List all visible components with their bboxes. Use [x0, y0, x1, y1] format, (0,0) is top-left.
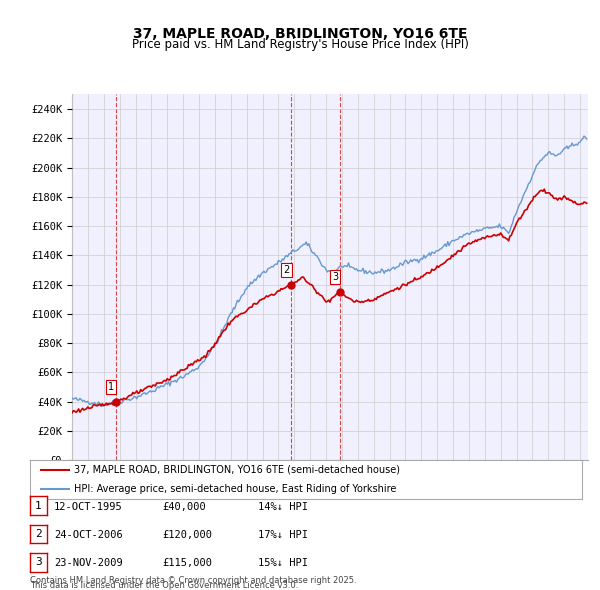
- Text: £115,000: £115,000: [162, 559, 212, 568]
- Text: 23-NOV-2009: 23-NOV-2009: [54, 559, 123, 568]
- Text: 17%↓ HPI: 17%↓ HPI: [258, 530, 308, 540]
- Text: 2: 2: [283, 265, 290, 275]
- Text: 12-OCT-1995: 12-OCT-1995: [54, 502, 123, 512]
- Text: 37, MAPLE ROAD, BRIDLINGTON, YO16 6TE: 37, MAPLE ROAD, BRIDLINGTON, YO16 6TE: [133, 27, 467, 41]
- Text: 2: 2: [35, 529, 42, 539]
- Text: 1: 1: [109, 382, 115, 392]
- Text: 3: 3: [35, 558, 42, 567]
- Text: Contains HM Land Registry data © Crown copyright and database right 2025.: Contains HM Land Registry data © Crown c…: [30, 576, 356, 585]
- Text: 15%↓ HPI: 15%↓ HPI: [258, 559, 308, 568]
- Text: 1: 1: [35, 501, 42, 510]
- Text: HPI: Average price, semi-detached house, East Riding of Yorkshire: HPI: Average price, semi-detached house,…: [74, 484, 397, 494]
- Text: 24-OCT-2006: 24-OCT-2006: [54, 530, 123, 540]
- Text: Price paid vs. HM Land Registry's House Price Index (HPI): Price paid vs. HM Land Registry's House …: [131, 38, 469, 51]
- Text: £120,000: £120,000: [162, 530, 212, 540]
- Text: 14%↓ HPI: 14%↓ HPI: [258, 502, 308, 512]
- Text: 3: 3: [332, 272, 338, 282]
- Text: £40,000: £40,000: [162, 502, 206, 512]
- Text: 37, MAPLE ROAD, BRIDLINGTON, YO16 6TE (semi-detached house): 37, MAPLE ROAD, BRIDLINGTON, YO16 6TE (s…: [74, 465, 400, 475]
- Text: This data is licensed under the Open Government Licence v3.0.: This data is licensed under the Open Gov…: [30, 581, 298, 590]
